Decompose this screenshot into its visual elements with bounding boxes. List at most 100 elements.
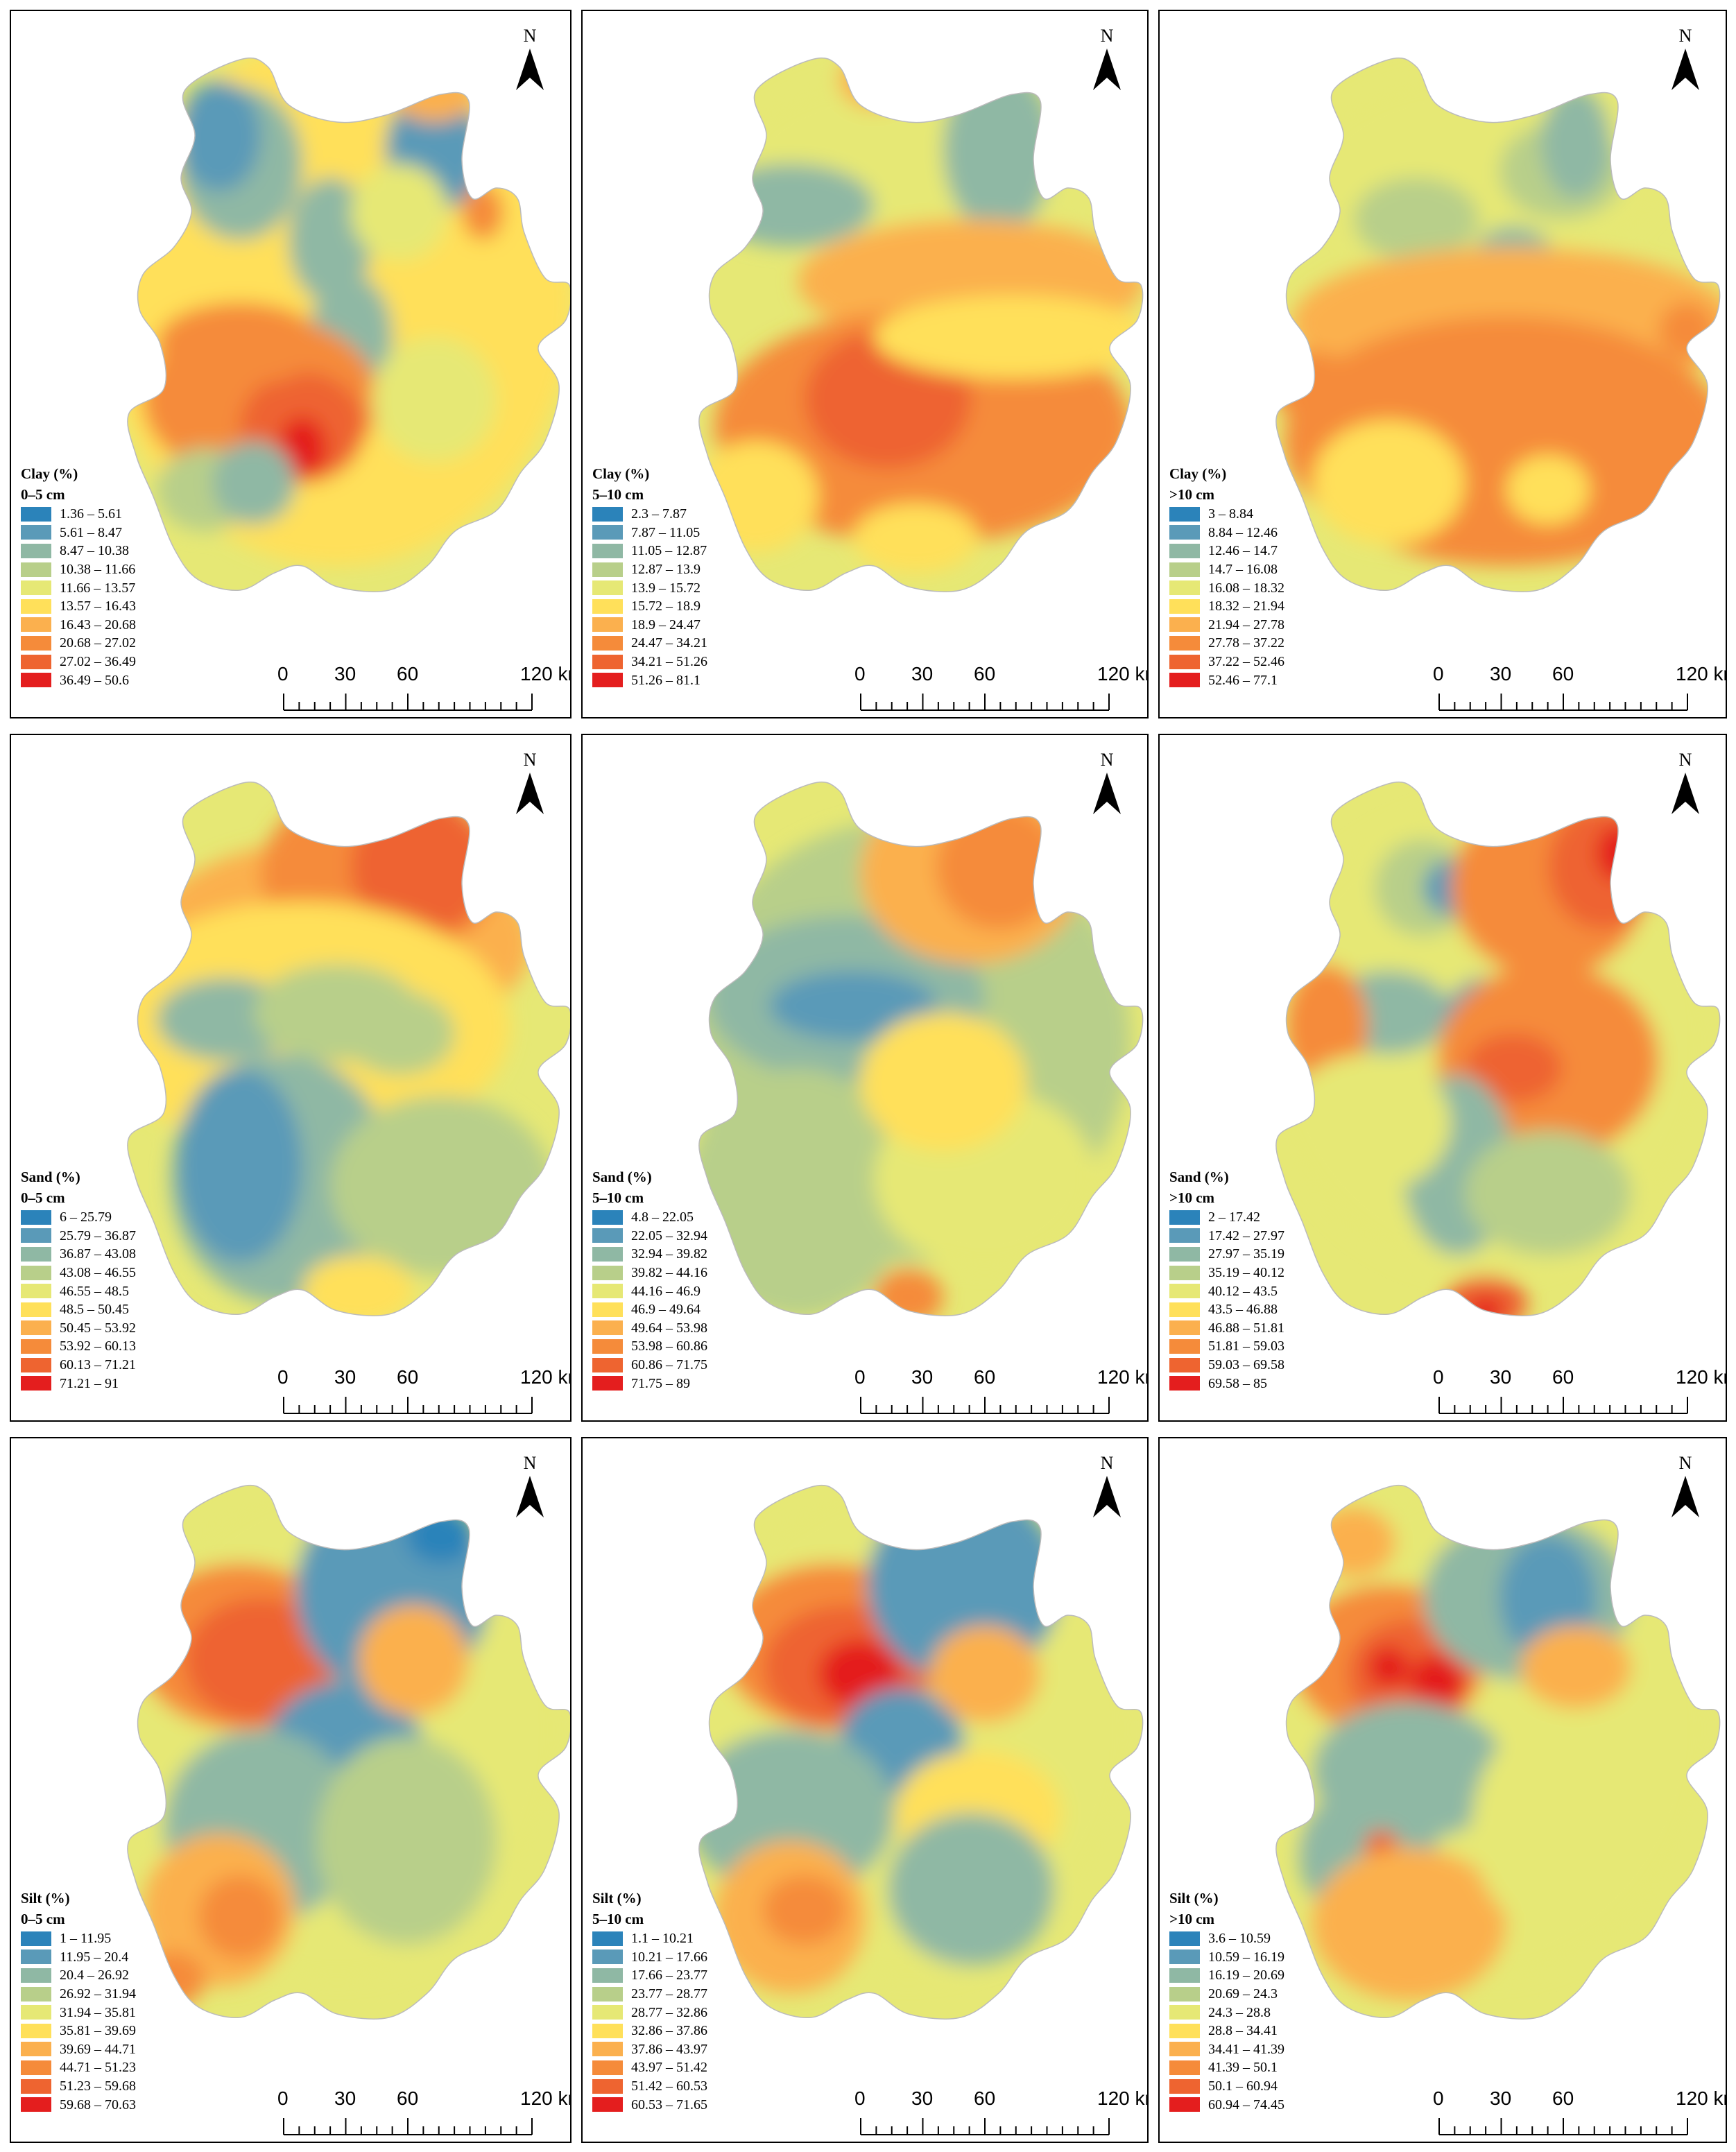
- scale-label: 120 km: [1097, 2088, 1147, 2109]
- legend-label: 13.57 – 16.43: [60, 599, 136, 614]
- legend-label: 3.6 – 10.59: [1208, 1931, 1271, 1947]
- legend-swatch: [1169, 580, 1200, 596]
- legend-entry: 17.66 – 23.77: [592, 1966, 707, 1985]
- value-zone: [1275, 351, 1354, 420]
- legend-swatch: [21, 1265, 51, 1280]
- map-panel: N Clay (%) >10 cm 3 – 8.84 8.84 – 12.46 12.46…: [1158, 10, 1727, 718]
- legend-swatch: [21, 1376, 51, 1391]
- value-zone: [1354, 178, 1479, 261]
- legend-label: 59.68 – 70.63: [60, 2097, 136, 2112]
- north-label: N: [1678, 26, 1692, 46]
- scale-label: 60: [1552, 2088, 1574, 2109]
- value-zone: [226, 1633, 323, 1716]
- legend-label: 12.87 – 13.9: [631, 562, 701, 578]
- legend-label: 51.81 – 59.03: [1208, 1338, 1284, 1354]
- legend-swatch: [1169, 1357, 1200, 1372]
- legend-label: 15.72 – 18.9: [631, 599, 701, 614]
- legend-swatch: [1169, 506, 1200, 522]
- scale-label: 30: [911, 1366, 934, 1388]
- scale-label: 30: [1490, 1366, 1512, 1388]
- legend-swatch: [21, 1357, 51, 1372]
- legend-depth: >10 cm: [1169, 1911, 1215, 1927]
- legend-entry: 1.1 – 10.21: [592, 1929, 707, 1948]
- legend-entry: 15.72 – 18.9: [592, 597, 707, 616]
- legend-entry: 24.47 – 34.21: [592, 634, 707, 653]
- north-arrow-icon: [1093, 49, 1121, 90]
- legend-label: 16.19 – 20.69: [1208, 1968, 1284, 1983]
- legend-depth: 5–10 cm: [592, 1911, 644, 1927]
- legend-entry: 1 – 11.95: [21, 1929, 136, 1948]
- north-label: N: [1100, 750, 1114, 770]
- legend-swatch: [1169, 2060, 1200, 2075]
- legend-swatch: [21, 1986, 51, 2002]
- region-surface: [1275, 58, 1720, 592]
- legend-label: 44.71 – 51.23: [60, 2060, 136, 2076]
- north-arrow: N: [509, 1454, 551, 1525]
- legend-label: 28.8 – 34.41: [1208, 2023, 1278, 2039]
- legend-swatch: [592, 506, 623, 522]
- legend-swatch: [592, 1986, 623, 2002]
- legend-label: 34.21 – 51.26: [631, 654, 707, 670]
- legend-entry: 10.59 – 16.19: [1169, 1948, 1284, 1967]
- legend-swatch: [21, 2097, 51, 2112]
- value-zone: [1597, 825, 1638, 881]
- legend-label: 71.21 – 91: [60, 1375, 119, 1391]
- north-arrow-icon: [516, 1476, 544, 1517]
- north-label: N: [1678, 1453, 1692, 1473]
- north-arrow-icon: [1671, 49, 1699, 90]
- legend-label: 5.61 – 8.47: [60, 524, 122, 540]
- legend-swatch: [1169, 654, 1200, 669]
- legend-label: 60.86 – 71.75: [631, 1357, 707, 1373]
- legend-entry: 20.4 – 26.92: [21, 1966, 136, 1985]
- legend-entry: 60.86 – 71.75: [592, 1356, 707, 1375]
- legend-swatch: [1169, 673, 1200, 688]
- legend-label: 46.9 – 49.64: [631, 1302, 701, 1318]
- legend-label: 27.02 – 36.49: [60, 654, 136, 670]
- legend-swatch: [1169, 1949, 1200, 1965]
- value-zone: [178, 80, 261, 191]
- legend-entry: 27.78 – 37.22: [1169, 634, 1284, 653]
- region-boundary: [127, 57, 570, 592]
- legend-label: 11.95 – 20.4: [60, 1949, 129, 1965]
- legend-swatch: [21, 580, 51, 596]
- legend-swatch: [1169, 2042, 1200, 2057]
- legend-title: Sand (%): [21, 1169, 80, 1185]
- legend-swatch: [1169, 1246, 1200, 1262]
- legend-label: 48.5 – 50.45: [60, 1302, 129, 1318]
- legend-depth: 0–5 cm: [21, 1911, 65, 1927]
- legend-swatch: [21, 654, 51, 669]
- legend-swatch: [592, 1949, 623, 1965]
- legend-entry: 60.13 – 71.21: [21, 1356, 136, 1375]
- scale-label: 120 km: [1097, 1366, 1147, 1388]
- scale-label: 30: [1490, 663, 1512, 685]
- region-surface: [127, 782, 570, 1316]
- legend-label: 1.36 – 5.61: [60, 506, 122, 522]
- legend-label: 17.66 – 23.77: [631, 1968, 707, 1983]
- scale-label: 60: [974, 663, 996, 685]
- legend-entry: 28.8 – 34.41: [1169, 2022, 1284, 2040]
- choropleth-map: [127, 57, 570, 592]
- legend-entry: 51.42 – 60.53: [592, 2077, 707, 2096]
- region-boundary: [127, 781, 570, 1316]
- legend-label: 27.78 – 37.22: [1208, 635, 1284, 651]
- legend-label: 60.94 – 74.45: [1208, 2097, 1284, 2112]
- legend-swatch: [1169, 1931, 1200, 1946]
- legend-depth: >10 cm: [1169, 486, 1215, 503]
- legend-entry: 10.38 – 11.66: [21, 560, 136, 579]
- legend-label: 18.9 – 24.47: [631, 617, 701, 632]
- legend-label: 10.21 – 17.66: [631, 1949, 707, 1965]
- region-boundary: [127, 1484, 570, 2020]
- north-label: N: [523, 1453, 537, 1473]
- legend: Sand (%) 5–10 cm 4.8 – 22.05 22.05 – 32.94 3…: [592, 1167, 707, 1393]
- legend-label: 37.86 – 43.97: [631, 2041, 707, 2057]
- scale-label: 120 km: [520, 663, 570, 685]
- legend-entry: 34.41 – 41.39: [1169, 2040, 1284, 2059]
- scale-label: 0: [854, 663, 866, 685]
- north-arrow-icon: [516, 49, 544, 90]
- legend-entry: 2.3 – 7.87: [592, 505, 707, 524]
- legend-swatch: [1169, 635, 1200, 651]
- value-zone: [1312, 1508, 1395, 1577]
- legend-label: 27.97 – 35.19: [1208, 1246, 1284, 1262]
- legend-swatch: [592, 673, 623, 688]
- value-zone: [406, 1508, 476, 1563]
